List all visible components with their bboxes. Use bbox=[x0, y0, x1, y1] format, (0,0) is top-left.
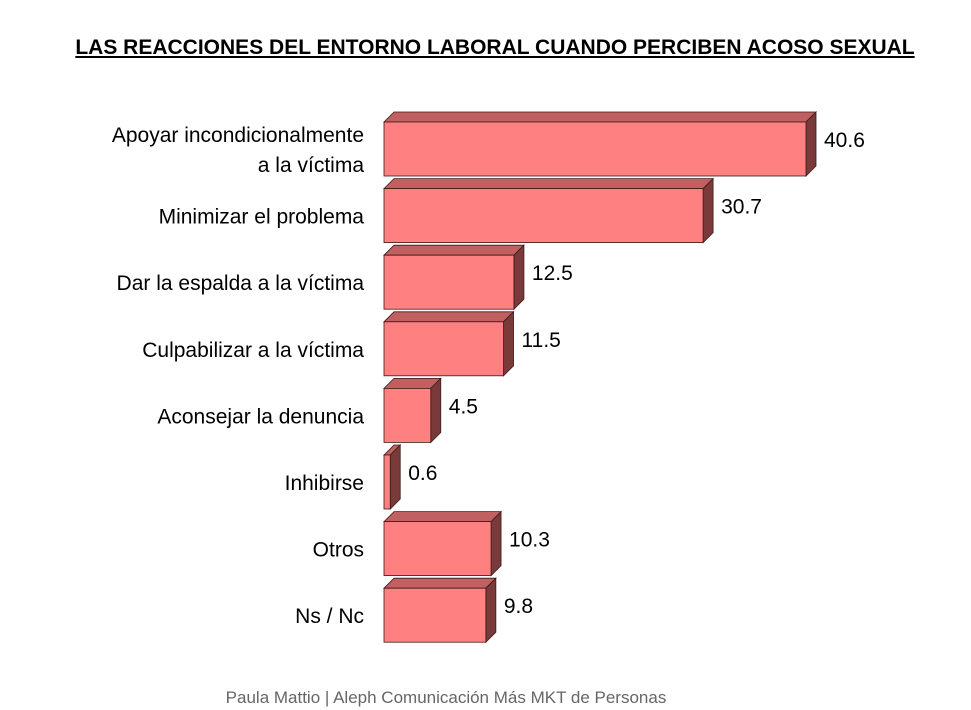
bar-top-face bbox=[383, 311, 515, 323]
category-label: Minimizar el problema bbox=[159, 206, 365, 229]
bar-value-label: 4.5 bbox=[449, 395, 478, 418]
category-label: Otros bbox=[313, 539, 364, 562]
bar bbox=[383, 188, 704, 244]
bar-side-face bbox=[702, 177, 714, 244]
bar-value-label: 10.3 bbox=[509, 529, 550, 552]
bar bbox=[383, 321, 504, 377]
bar-top-face bbox=[383, 511, 503, 522]
bar-side-face bbox=[430, 377, 442, 444]
chart-title: LAS REACCIONES DEL ENTORNO LABORAL CUAND… bbox=[75, 36, 915, 59]
bar bbox=[383, 254, 515, 310]
bar-value-label: 30.7 bbox=[721, 196, 762, 219]
category-label: a la víctima bbox=[258, 154, 365, 177]
bar-value-label: 9.8 bbox=[504, 595, 533, 618]
bar-side-face bbox=[805, 111, 817, 177]
category-label: Ns / Nc bbox=[295, 605, 364, 628]
bar bbox=[383, 387, 432, 443]
bar bbox=[383, 454, 391, 510]
bar-side-face bbox=[490, 510, 502, 577]
bar-top-face bbox=[383, 178, 715, 190]
category-label: Culpabilizar a la víctima bbox=[142, 339, 364, 362]
bar-value-label: 11.5 bbox=[522, 329, 561, 352]
footer-credit: Paula Mattio | Aleph Comunicación Más MK… bbox=[225, 688, 667, 707]
bar-side-face bbox=[503, 310, 514, 377]
bar-value-label: 12.5 bbox=[532, 262, 573, 285]
bar bbox=[383, 121, 807, 177]
bar bbox=[383, 587, 487, 643]
bar-value-label: 0.6 bbox=[408, 462, 437, 485]
bar-top-face bbox=[383, 244, 525, 256]
bar-side-face bbox=[485, 577, 497, 644]
category-label: Inhibirse bbox=[285, 472, 364, 495]
bar-value-label: 40.6 bbox=[824, 129, 865, 152]
bar-side-face bbox=[389, 444, 401, 510]
bar bbox=[383, 521, 492, 576]
category-label: Apoyar incondicionalmente bbox=[112, 124, 364, 147]
bar-top-face bbox=[383, 111, 817, 123]
category-label: Dar la espalda a la víctima bbox=[117, 272, 365, 295]
category-label: Aconsejar la denuncia bbox=[157, 405, 364, 428]
bar-side-face bbox=[513, 244, 525, 311]
bar-top-face bbox=[383, 577, 497, 589]
bar-chart: 40.6 Apoyar incondicionalmente a la víctim… bbox=[112, 111, 865, 644]
